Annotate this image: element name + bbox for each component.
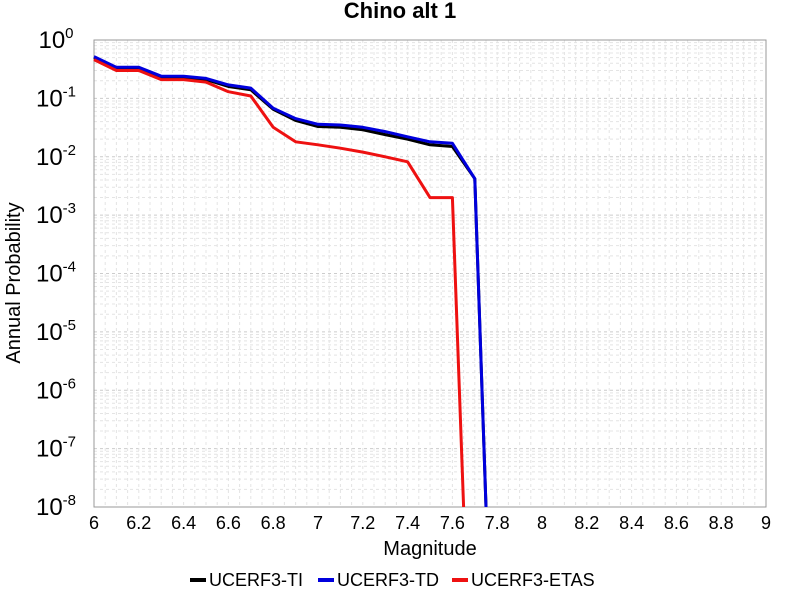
y-tick-label: 10-4 (36, 259, 76, 288)
x-tick-label: 8.2 (574, 513, 599, 533)
x-tick-label: 7.8 (485, 513, 510, 533)
y-tick-label: 10-2 (36, 142, 76, 171)
x-tick-label: 6.6 (216, 513, 241, 533)
x-tick-label: 6.8 (261, 513, 286, 533)
x-tick-label: 8.6 (664, 513, 689, 533)
plot-area-border (93, 39, 767, 508)
x-tick-label: 6.2 (126, 513, 151, 533)
x-tick-label: 7.6 (440, 513, 465, 533)
legend-label: UCERF3-ETAS (471, 570, 595, 590)
legend-label: UCERF3-TI (209, 570, 303, 590)
chart-title: Chino alt 1 (344, 0, 456, 23)
x-axis-label: Magnitude (383, 538, 476, 560)
x-tick-label: 9 (761, 513, 771, 533)
y-axis-ticks: 100 10-1 10-2 10-3 10-4 10-5 10-6 10-7 10-8 (36, 25, 76, 521)
legend-label: UCERF3-TD (337, 570, 439, 590)
x-tick-label: 7.4 (395, 513, 420, 533)
x-axis-ticks: 6 6.2 6.4 6.6 6.8 7 7.2 7.4 7.6 7.8 8 8.2 8.4 8.6 8.8 9 (89, 513, 771, 533)
y-tick-label: 10-3 (36, 200, 76, 229)
y-tick-label: 10-8 (36, 492, 76, 521)
y-tick-label: 10-6 (36, 375, 76, 404)
series-line (93, 55, 488, 508)
x-tick-label: 8 (537, 513, 547, 533)
x-tick-label: 8.8 (709, 513, 734, 533)
x-tick-label: 6 (89, 513, 99, 533)
y-tick-label: 10-5 (36, 317, 76, 346)
y-tick-label: 10-1 (36, 83, 76, 112)
y-axis-label: Annual Probability (3, 202, 25, 363)
y-tick-label: 100 (38, 25, 73, 54)
series-line (93, 56, 488, 508)
x-tick-label: 7 (313, 513, 323, 533)
grid (94, 39, 766, 508)
y-tick-label: 10-7 (36, 434, 76, 463)
series-line (93, 58, 466, 508)
x-tick-label: 7.2 (350, 513, 375, 533)
x-tick-label: 6.4 (171, 513, 196, 533)
x-tick-label: 8.4 (619, 513, 644, 533)
series-lines (93, 55, 488, 508)
legend: UCERF3-TI UCERF3-TD UCERF3-ETAS (190, 570, 595, 590)
